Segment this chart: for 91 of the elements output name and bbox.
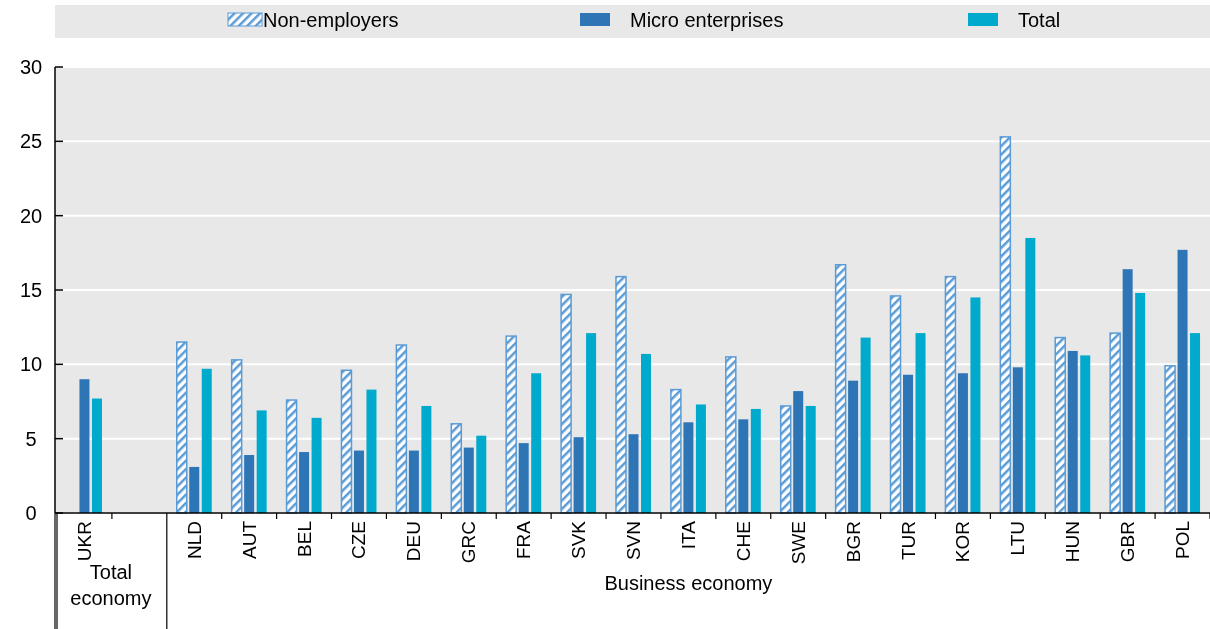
x-tick-label: BGR xyxy=(842,521,864,563)
bar xyxy=(353,450,364,513)
bar xyxy=(395,344,408,514)
bar xyxy=(450,423,463,514)
bar xyxy=(615,275,627,514)
text: Business economy xyxy=(604,572,773,594)
bar xyxy=(285,399,298,514)
bar xyxy=(848,380,859,513)
bar xyxy=(1067,350,1078,513)
text: Total economy xyxy=(70,561,152,609)
bar xyxy=(793,391,804,513)
bar xyxy=(79,379,90,513)
bar xyxy=(970,297,981,513)
bar xyxy=(1190,333,1201,513)
x-tick-label: HUN xyxy=(1062,521,1084,563)
bar xyxy=(366,389,377,513)
bar xyxy=(256,410,267,513)
bar xyxy=(573,437,584,513)
bar xyxy=(476,435,487,513)
bar xyxy=(750,408,761,513)
bar xyxy=(463,447,474,513)
x-tick-label: LTU xyxy=(1007,521,1029,556)
legend-label: Micro enterprises xyxy=(630,9,784,31)
bar xyxy=(805,405,816,513)
x-tick-label: POL xyxy=(1172,521,1194,560)
x-tick-label: BEL xyxy=(293,521,315,557)
bar xyxy=(641,353,651,513)
bar xyxy=(1122,269,1133,513)
legend-label: Non-employers xyxy=(263,9,399,31)
bar xyxy=(1164,365,1176,514)
bar xyxy=(1012,367,1023,513)
bar xyxy=(340,369,353,514)
y-tick-label: 0 xyxy=(25,502,37,524)
bar xyxy=(408,450,419,513)
bar xyxy=(683,422,694,513)
bar xyxy=(311,417,322,513)
x-tick-label: ITA xyxy=(677,520,699,550)
legend-label: Total xyxy=(1018,9,1061,31)
x-tick-label: SVN xyxy=(623,521,644,561)
bar xyxy=(91,398,102,513)
y-tick-label: 25 xyxy=(19,130,43,153)
bar xyxy=(725,356,737,514)
bar xyxy=(999,136,1012,514)
bar xyxy=(421,405,432,513)
bar xyxy=(244,455,255,513)
y-tick-label: 5 xyxy=(25,427,37,450)
bar xyxy=(1080,355,1091,513)
bar xyxy=(505,335,517,514)
bar xyxy=(1177,249,1188,513)
bar xyxy=(860,337,871,513)
bar xyxy=(201,368,212,513)
bar xyxy=(695,404,706,513)
bar xyxy=(834,263,847,514)
bar xyxy=(779,405,792,514)
x-tick-label: DEU xyxy=(403,521,425,562)
bar xyxy=(176,341,188,514)
y-tick-label: 15 xyxy=(19,279,43,301)
bar xyxy=(518,443,529,513)
bar xyxy=(531,373,542,513)
bar xyxy=(915,333,926,513)
x-tick-label: NLD xyxy=(183,521,205,560)
bar xyxy=(1135,292,1146,513)
bar xyxy=(903,374,914,513)
x-tick-label: KOR xyxy=(952,521,974,563)
bar xyxy=(957,373,968,513)
y-tick-label: 10 xyxy=(19,353,43,376)
x-tick-label: CZE xyxy=(348,521,370,559)
bar xyxy=(586,333,597,513)
x-tick-label: SVK xyxy=(568,520,590,560)
bar xyxy=(1109,332,1121,514)
y-tick-label: 20 xyxy=(19,204,43,227)
bar xyxy=(944,275,957,514)
bar xyxy=(738,419,749,513)
x-tick-label: AUT xyxy=(238,520,260,559)
x-tick-label: CHE xyxy=(732,521,754,562)
x-tick-label: GBR xyxy=(1117,521,1139,563)
x-tick-label: UKR xyxy=(73,521,95,562)
x-tick-label: GRC xyxy=(458,521,480,564)
bar xyxy=(299,452,310,513)
bar xyxy=(1054,336,1066,514)
bar xyxy=(189,466,200,513)
x-tick-label: TUR xyxy=(897,521,919,561)
x-tick-label: FRA xyxy=(513,520,535,559)
bar xyxy=(1025,237,1036,513)
y-tick-label: 30 xyxy=(19,56,43,78)
bar xyxy=(560,293,572,514)
bar xyxy=(889,295,902,514)
x-tick-label: SWE xyxy=(787,521,809,565)
bar xyxy=(628,434,639,513)
bar xyxy=(230,359,243,514)
bar xyxy=(670,388,682,514)
